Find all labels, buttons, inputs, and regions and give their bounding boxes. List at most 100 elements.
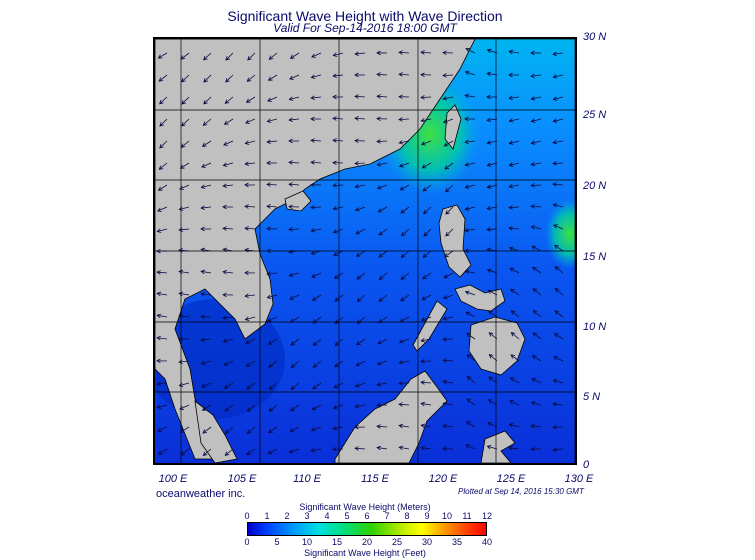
wave-arrow [224,96,234,104]
wave-arrow [268,404,278,412]
wave-arrow [222,226,234,231]
wave-arrow [289,426,300,433]
legend-feet-tick: 25 [391,537,403,547]
wave-arrow [377,206,388,213]
wave-arrow [244,247,256,253]
wave-arrow [530,400,542,406]
wave-arrow [158,74,168,82]
wave-arrow [159,96,168,105]
wave-arrow [201,382,212,388]
wave-arrow [442,316,454,321]
legend-meters-tick: 10 [441,511,453,521]
wave-arrow [553,356,564,362]
wave-arrow [508,226,520,231]
legend-meters-tick: 8 [404,511,410,521]
wave-arrow [530,423,542,429]
legend-color-bar [247,522,487,536]
wave-arrow [288,182,300,187]
wave-arrow [312,316,322,324]
wave-arrow [311,404,322,411]
wave-arrow [178,336,190,342]
legend-meters-tick: 9 [424,511,430,521]
wave-arrow [266,226,278,232]
legend-feet-tick: 5 [274,537,280,547]
lat-label: 10 N [583,321,607,333]
wave-arrow [222,162,234,167]
wave-arrow [266,294,278,299]
lon-label: 100 E [158,473,188,485]
wave-arrow [400,206,410,214]
wave-arrow [266,271,278,277]
wave-arrow [201,162,212,168]
wave-arrow [222,292,234,298]
wave-arrow [267,338,278,345]
wave-arrow [159,140,168,149]
wave-arrow [552,118,564,123]
wave-arrow [445,228,454,237]
wave-arrow [157,448,168,455]
lat-label: 20 N [583,180,607,192]
wave-arrow [354,424,366,430]
wave-arrow [486,444,498,450]
wave-arrow [442,336,454,342]
wave-arrow [530,161,542,167]
wave-arrow [312,338,322,346]
wave-arrow [181,118,190,127]
wave-arrow [288,272,300,277]
wave-arrow [487,399,498,406]
wave-arrow [378,250,388,258]
wave-arrow [178,248,190,253]
wave-arrow [486,71,498,77]
wave-arrow [202,118,212,126]
wave-arrow [245,118,256,124]
wave-arrow [442,358,454,363]
wave-arrow [466,376,476,384]
lat-label: 0 [583,459,590,471]
wave-arrow [244,182,256,188]
wave-arrow [179,426,190,433]
wave-arrow [445,206,454,215]
wave-arrow [464,269,476,275]
wave-arrow [203,96,212,105]
wave-arrow [310,160,322,165]
wave-arrow [334,360,344,368]
wave-arrow [311,52,322,58]
wave-arrow [178,359,190,365]
wave-arrow [244,316,256,321]
wave-arrow [486,184,498,189]
wave-arrow [509,267,520,274]
wave-arrow [288,117,300,122]
wave-arrow [332,404,344,410]
wave-arrow [290,382,300,390]
wave-arrow [554,244,564,252]
wave-arrow [530,446,542,452]
legend-meters-tick: 11 [462,511,472,521]
wave-arrow [180,140,190,148]
wave-arrow [552,447,564,453]
wave-arrow [159,118,168,127]
wave-arrow [508,95,520,101]
wave-arrow [268,360,278,368]
wave-arrow [552,182,564,187]
wave-arrow [378,272,388,280]
wave-arrow [420,316,432,322]
wave-arrow [180,448,190,456]
valid-time: Valid For Sep-14-2016 18:00 GMT [273,21,457,35]
legend-feet-tick: 10 [301,537,313,547]
wave-arrow [354,138,366,144]
wave-arrow [332,138,344,143]
legend-feet-tick: 35 [451,537,463,547]
wave-arrow [355,250,366,257]
wave-arrow [202,426,212,434]
wave-arrow [464,139,476,145]
wave-arrow [354,116,366,121]
wave-arrow [246,448,256,456]
wave-arrow [266,182,278,187]
wave-arrow [532,288,542,296]
wave-arrow [442,423,454,429]
wave-arrow [444,162,454,170]
wave-arrow [223,360,234,366]
wave-arrow [224,448,234,456]
wave-arrow [332,426,344,431]
wave-arrow [376,72,388,77]
